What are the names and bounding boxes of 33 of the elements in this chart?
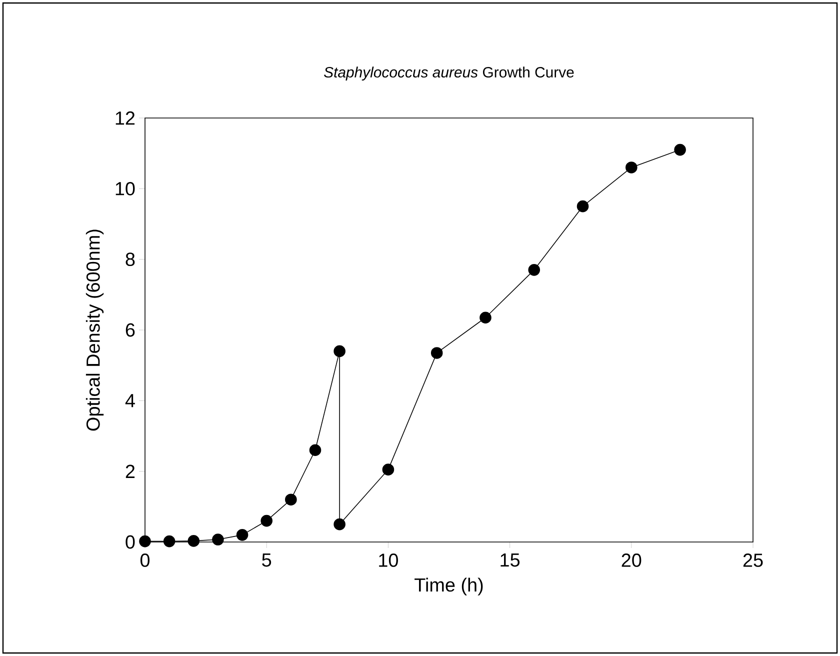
point xyxy=(576,200,589,212)
y-tick-label: 0 xyxy=(126,535,135,549)
point xyxy=(334,518,346,530)
x-tick-label: 5 xyxy=(262,554,272,567)
point xyxy=(480,312,492,324)
y-tick-label: 4 xyxy=(125,394,135,408)
x-axis-title: Time (h) xyxy=(414,578,483,596)
y-tick-label: 6 xyxy=(126,323,135,337)
point xyxy=(626,162,638,174)
point xyxy=(674,144,686,156)
x-tick-label: 25 xyxy=(743,554,763,567)
point xyxy=(260,514,272,527)
point xyxy=(285,494,297,506)
point xyxy=(430,347,443,359)
y-axis-title: Optical Density (600nm) xyxy=(86,230,104,431)
y-tick-label: 8 xyxy=(126,252,135,266)
y-tick-label: 10 xyxy=(116,182,135,196)
point xyxy=(236,529,248,541)
point xyxy=(334,345,346,358)
x-tick-label: 10 xyxy=(379,554,398,567)
x-tick-label: 0 xyxy=(140,554,150,567)
point xyxy=(188,535,200,547)
x-tick-label: 15 xyxy=(500,554,520,567)
chart-title: Staphylococcus aureus Growth Curve xyxy=(324,66,574,80)
point xyxy=(309,444,322,456)
point xyxy=(163,535,176,548)
y-tick-label: 2 xyxy=(126,464,135,478)
point xyxy=(139,535,151,548)
point xyxy=(212,534,224,546)
x-tick-label: 20 xyxy=(622,554,642,567)
point xyxy=(382,464,394,476)
point xyxy=(528,264,540,276)
y-tick-label: 12 xyxy=(116,111,135,125)
